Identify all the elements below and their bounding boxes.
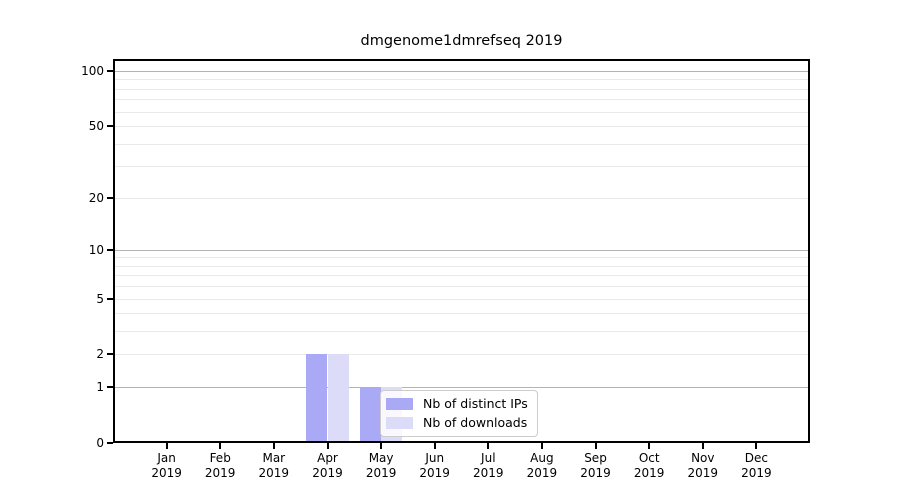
legend-item: Nb of downloads [386, 416, 528, 430]
y-gridline-minor [115, 275, 808, 277]
y-axis-tick-label: 100 [81, 63, 104, 78]
x-axis-tick [755, 443, 758, 449]
y-gridline-minor [115, 166, 808, 168]
bottom-spine [113, 441, 810, 443]
x-axis-tick-label: Nov 2019 [687, 451, 719, 480]
plot-area: Nb of distinct IPs Nb of downloads [113, 59, 810, 443]
x-axis-tick [701, 443, 704, 449]
right-spine [808, 59, 810, 443]
y-gridline-minor [115, 126, 808, 127]
y-gridline-major [115, 70, 808, 72]
legend-swatch-downloads [386, 417, 413, 429]
y-axis-tick-label: 2 [96, 347, 104, 362]
y-gridline-minor [115, 286, 808, 288]
y-axis-tick-label: 1 [96, 380, 104, 395]
y-axis-tick [107, 353, 113, 356]
y-axis-tick-label: 5 [96, 291, 104, 306]
x-axis-tick [648, 443, 651, 449]
x-axis-tick-label: Jun 2019 [419, 451, 450, 480]
y-gridline-minor [115, 313, 808, 315]
x-axis-tick-label: Feb 2019 [204, 451, 236, 480]
x-axis-tick-label: Aug 2019 [526, 451, 558, 480]
y-axis-tick [107, 125, 113, 127]
y-gridline-minor [115, 298, 808, 300]
y-gridline-minor [115, 197, 808, 199]
x-axis-tick-label: May 2019 [365, 451, 397, 480]
y-axis-tick-label: 10 [88, 242, 104, 257]
chart-title: dmgenome1dmrefseq 2019 [360, 33, 563, 49]
left-spine [113, 59, 115, 443]
legend-label: Nb of downloads [423, 415, 528, 430]
y-axis-tick-label: 20 [88, 190, 104, 205]
y-axis-tick [107, 69, 113, 72]
x-axis-tick [165, 443, 168, 449]
x-axis-tick [540, 443, 543, 449]
y-gridline-minor [115, 111, 808, 113]
y-axis-tick-label: 50 [88, 119, 104, 133]
x-axis-tick [380, 443, 383, 449]
bar-downloads [327, 354, 349, 443]
legend-swatch-distinct-ips [386, 398, 413, 410]
y-axis-tick-label: 0 [96, 436, 104, 450]
legend-label: Nb of distinct IPs [423, 396, 528, 411]
x-axis-tick-label: Sep 2019 [580, 451, 611, 480]
y-gridline-minor [115, 257, 808, 259]
top-spine [113, 59, 810, 61]
x-axis-tick [219, 443, 222, 449]
y-gridline-minor [115, 331, 808, 333]
x-axis-tick-label: Oct 2019 [633, 451, 665, 480]
y-axis-tick [107, 297, 113, 300]
x-axis-tick-label: Apr 2019 [312, 451, 343, 480]
x-axis-tick [487, 443, 490, 449]
y-gridline-minor [115, 79, 808, 81]
y-gridline-major [115, 387, 808, 389]
y-gridline-minor [115, 143, 808, 145]
x-axis-tick [594, 443, 597, 449]
y-gridline-minor [115, 99, 808, 101]
x-axis-tick-label: Jan 2019 [151, 451, 182, 480]
y-axis-tick [107, 386, 113, 389]
y-gridline-minor [115, 354, 808, 356]
legend: Nb of distinct IPs Nb of downloads [380, 390, 538, 437]
x-axis-tick-label: Dec 2019 [741, 451, 772, 480]
y-gridline-major [115, 249, 808, 251]
y-axis-tick [107, 248, 113, 251]
legend-item: Nb of distinct IPs [386, 397, 528, 411]
y-gridline-minor [115, 265, 808, 267]
y-axis-tick [107, 196, 113, 199]
x-axis-tick-label: Mar 2019 [258, 451, 290, 480]
x-axis-tick [433, 443, 436, 449]
y-gridline-minor [115, 88, 808, 90]
x-axis-tick [326, 443, 329, 449]
x-axis-tick-label: Jul 2019 [473, 451, 504, 480]
bar-distinct-ips [306, 354, 328, 443]
bar-distinct-ips [359, 387, 381, 443]
y-axis-tick [107, 442, 113, 444]
x-axis-tick [272, 443, 275, 449]
